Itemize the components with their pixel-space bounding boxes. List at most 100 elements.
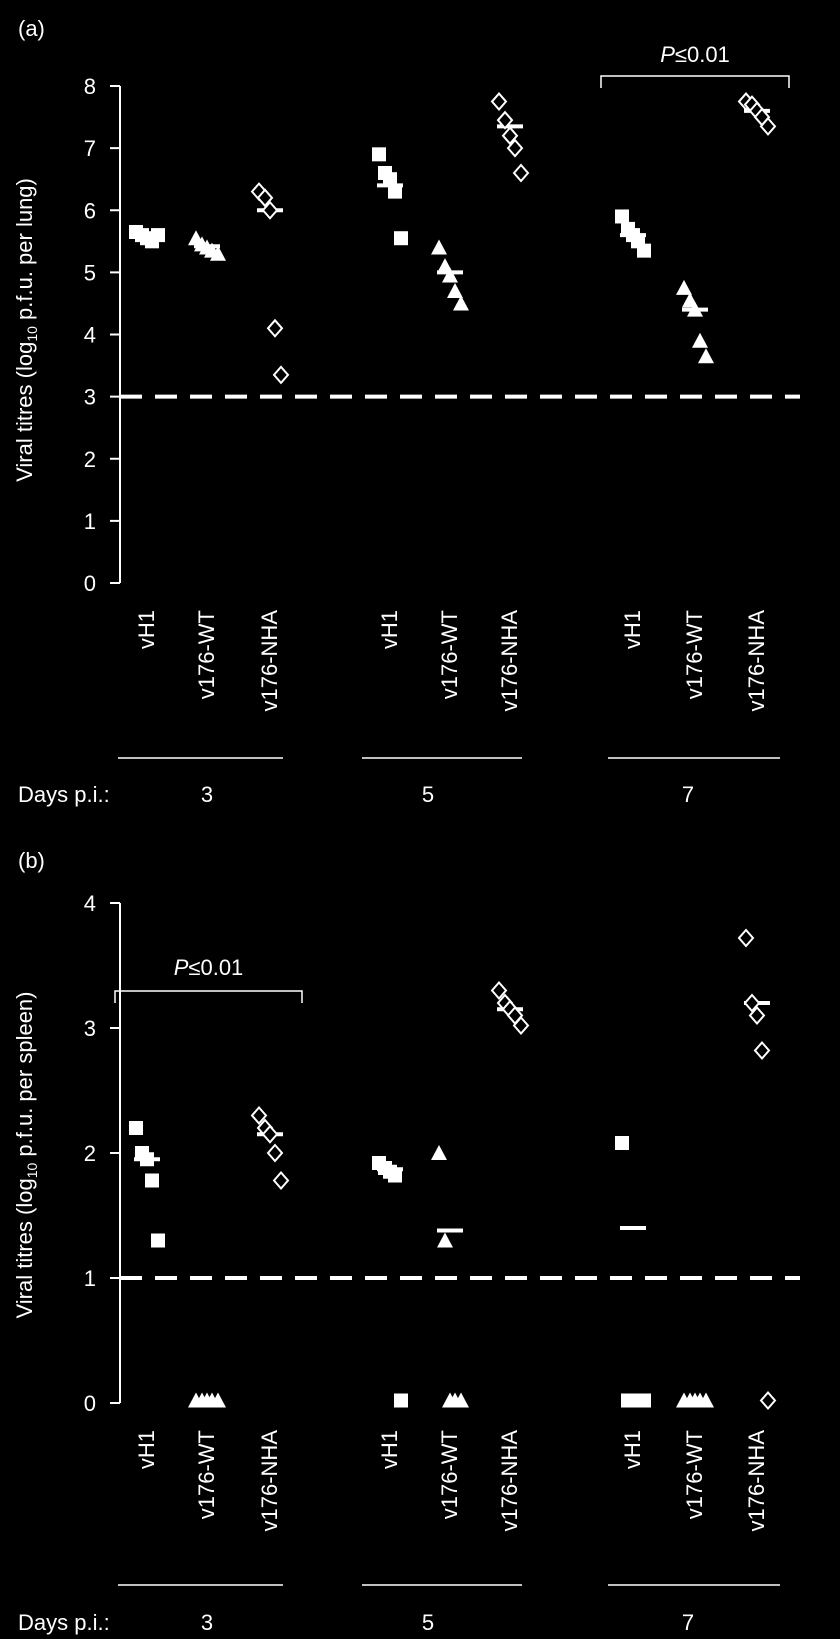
data-point [698, 348, 714, 364]
data-point [394, 1393, 408, 1408]
panel-b-y-axis-label: Viral titres (log10 p.f.u. per spleen) [12, 992, 40, 1319]
category-label: v176-NHA [257, 610, 282, 712]
data-point [687, 301, 703, 317]
data-point [637, 243, 651, 258]
data-point [394, 231, 408, 246]
data-point [512, 163, 530, 183]
data-point [615, 209, 629, 224]
data-point [490, 980, 508, 1001]
data-point [698, 1392, 714, 1408]
data-point [383, 172, 397, 187]
data-point [447, 283, 463, 299]
data-point [266, 318, 284, 338]
data-point [743, 993, 761, 1013]
data-point [490, 92, 508, 112]
category-label: vH1 [377, 610, 402, 649]
significance-label: P≤0.01 [174, 955, 244, 980]
data-point [129, 1121, 143, 1135]
data-point [512, 1015, 530, 1036]
y-tick-label: 0 [84, 571, 96, 596]
data-point [753, 1040, 771, 1061]
category-label: v176-NHA [257, 1430, 282, 1532]
panel-a-day-3: 3 [201, 782, 213, 807]
data-point [759, 1390, 777, 1411]
data-point [210, 245, 226, 261]
y-tick-label: 0 [84, 1391, 96, 1416]
data-point [266, 1143, 284, 1163]
category-label: v176-WT [194, 610, 219, 699]
data-point [637, 1393, 651, 1408]
y-tick-label: 6 [84, 198, 96, 223]
significance-bracket [114, 990, 303, 1003]
data-point [261, 1124, 279, 1144]
data-point [442, 267, 458, 283]
panel-b-day-7: 7 [682, 1610, 694, 1635]
data-point [506, 138, 524, 158]
data-point [431, 1145, 447, 1160]
data-point [737, 928, 755, 948]
data-point [151, 228, 165, 243]
data-point [501, 126, 519, 146]
data-point [261, 200, 279, 220]
data-point [453, 295, 469, 311]
y-tick-label: 1 [84, 509, 96, 534]
data-point [615, 1136, 629, 1150]
data-point [151, 1233, 165, 1248]
data-point [145, 1173, 159, 1188]
y-tick-label: 7 [84, 136, 96, 161]
category-label: v176-NHA [497, 610, 522, 712]
panel-b-day-3: 3 [201, 1610, 213, 1635]
category-label: v176-WT [682, 1430, 707, 1519]
data-point [748, 1005, 766, 1026]
data-point [372, 147, 386, 162]
category-label: v176-WT [682, 610, 707, 699]
category-label: v176-NHA [497, 1430, 522, 1532]
panel-a: (a) Viral titres (log10 p.f.u. per lung)… [12, 16, 800, 807]
category-label: v176-NHA [744, 610, 769, 712]
data-point [431, 239, 447, 255]
panel-b-days-label: Days p.i.: [18, 1610, 110, 1635]
data-point [388, 184, 402, 199]
data-point [388, 1168, 402, 1183]
y-tick-label: 2 [84, 1141, 96, 1166]
data-point [676, 279, 692, 295]
y-tick-label: 4 [84, 323, 96, 348]
data-point [453, 1392, 469, 1408]
y-tick-label: 1 [84, 1266, 96, 1291]
category-label: v176-WT [437, 610, 462, 699]
y-tick-label: 8 [84, 74, 96, 99]
data-point [759, 116, 777, 136]
category-label: v176-WT [194, 1430, 219, 1519]
category-label: vH1 [134, 1430, 159, 1469]
category-label: vH1 [620, 1430, 645, 1469]
panel-a-label: (a) [18, 16, 45, 41]
data-point [256, 188, 274, 208]
y-tick-label: 5 [84, 260, 96, 285]
panel-b: (b) Viral titres (log10 p.f.u. per splee… [12, 848, 800, 1635]
data-point [496, 110, 514, 130]
y-tick-label: 2 [84, 447, 96, 472]
data-point [272, 365, 290, 385]
category-label: vH1 [377, 1430, 402, 1469]
significance-bracket [600, 75, 790, 88]
data-point [250, 1105, 268, 1126]
data-point [692, 332, 708, 348]
data-point [210, 1392, 226, 1408]
category-label: vH1 [134, 610, 159, 649]
category-label: vH1 [620, 610, 645, 649]
data-point [437, 1232, 453, 1248]
panel-a-days-label: Days p.i.: [18, 782, 110, 807]
y-tick-label: 3 [84, 385, 96, 410]
significance-label: P≤0.01 [660, 42, 730, 67]
panel-b-day-5: 5 [422, 1610, 434, 1635]
panel-b-label: (b) [18, 848, 45, 873]
category-label: v176-NHA [744, 1430, 769, 1532]
panel-a-day-7: 7 [682, 782, 694, 807]
panel-a-y-axis-label: Viral titres (log10 p.f.u. per lung) [12, 178, 40, 482]
y-tick-label: 3 [84, 1016, 96, 1041]
category-label: v176-WT [437, 1430, 462, 1519]
y-tick-label: 4 [84, 891, 96, 916]
data-point [140, 1152, 154, 1167]
